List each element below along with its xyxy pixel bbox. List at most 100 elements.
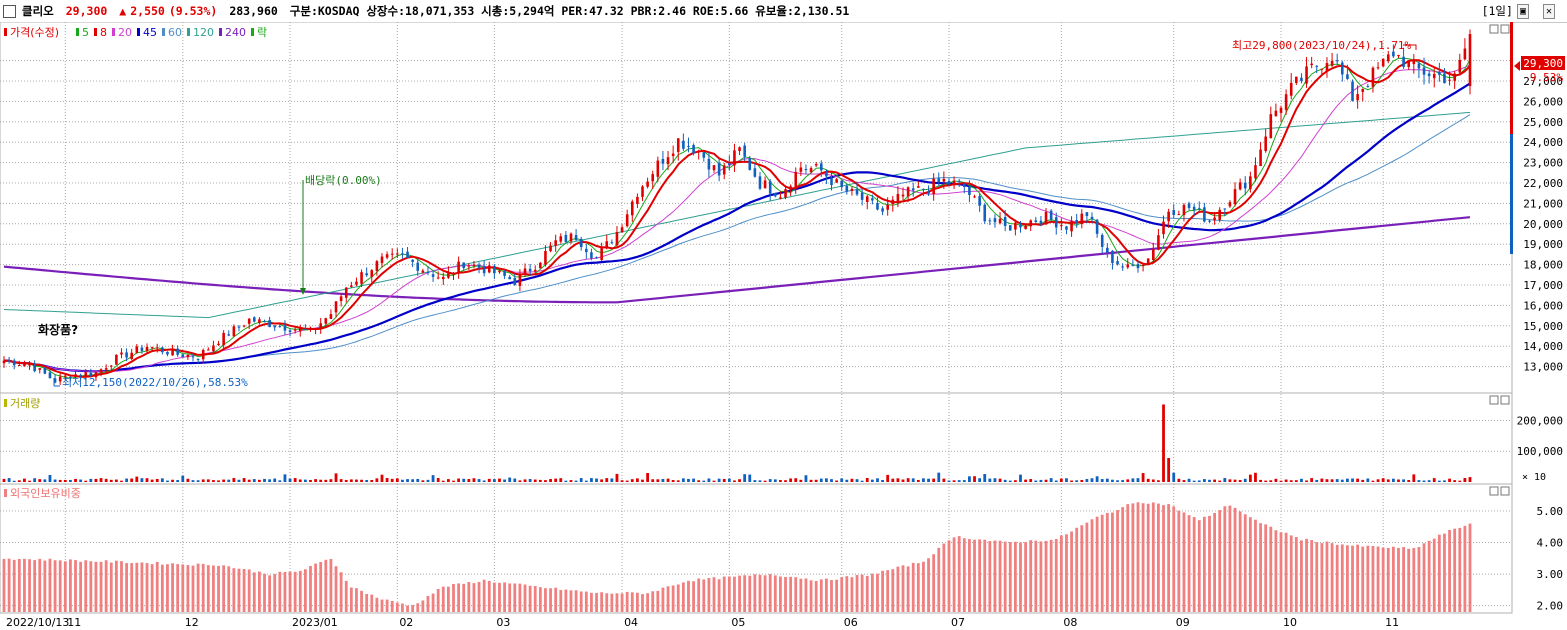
- volume-bar: [242, 478, 246, 482]
- foreign-bar: [196, 563, 200, 612]
- volume-bar: [855, 479, 859, 482]
- candle-body: [375, 261, 379, 271]
- candle-body: [983, 204, 987, 222]
- foreign-bar: [309, 565, 312, 612]
- volume-panel-close-icon[interactable]: [1500, 395, 1510, 405]
- foreign-bar: [375, 597, 379, 612]
- candle-body: [365, 273, 368, 276]
- volume-bar: [201, 479, 205, 482]
- foreign-bar: [1146, 503, 1150, 612]
- foreign-bar: [1029, 540, 1033, 612]
- candle-body: [1238, 182, 1242, 190]
- volume-bar: [916, 479, 920, 482]
- candle-body: [957, 180, 961, 182]
- foreign-bar: [1458, 527, 1462, 612]
- foreign-bar: [84, 560, 88, 612]
- candle-body: [120, 352, 123, 355]
- candle-body: [1019, 225, 1022, 228]
- ma240-line: [3, 216, 1471, 304]
- stock-chart[interactable]: 13,000 14,000 15,000 16,000 17,000 18,000 19,0…: [0, 22, 1567, 630]
- price-panel-restore-icon[interactable]: [1489, 24, 1499, 34]
- foreign-bar: [1044, 540, 1048, 612]
- stock-name[interactable]: 클리오: [22, 4, 54, 18]
- candle-body: [993, 218, 997, 223]
- foreign-bar: [957, 536, 961, 612]
- candle-body: [891, 199, 895, 205]
- candle-body: [1279, 107, 1283, 113]
- volume-bar: [753, 480, 757, 482]
- price-change: 2,550: [130, 4, 165, 18]
- candle-body: [615, 232, 619, 246]
- candle-body: [268, 320, 271, 328]
- foreign-bar: [722, 576, 726, 612]
- candle-body: [1152, 249, 1155, 260]
- candle-body: [1356, 94, 1359, 101]
- x-tick-label: 03: [496, 616, 510, 629]
- period-selector[interactable]: [1일]: [1481, 4, 1513, 18]
- foreign-panel-close-icon[interactable]: [1500, 486, 1510, 496]
- volume-bar: [625, 480, 629, 482]
- volume-bar: [457, 478, 461, 482]
- volume-bar: [482, 480, 486, 482]
- foreign-bar: [1361, 546, 1365, 612]
- x-tick-label: 09: [1176, 616, 1190, 629]
- foreign-bar: [697, 578, 701, 612]
- foreign-bar: [712, 577, 716, 612]
- candle-body: [1157, 235, 1160, 250]
- foreign-tick-label: 3.00: [1537, 568, 1564, 581]
- restore-icon[interactable]: ▣: [1516, 3, 1529, 19]
- foreign-bar: [109, 562, 113, 612]
- volume-bars: [2, 404, 1472, 482]
- candle-body: [12, 360, 16, 366]
- volume-bar: [845, 479, 849, 482]
- candle-body: [799, 167, 803, 172]
- select-checkbox[interactable]: [3, 4, 16, 18]
- candle-body: [498, 270, 501, 273]
- foreign-panel-restore-icon[interactable]: [1489, 486, 1499, 496]
- volume-bar: [881, 480, 884, 482]
- current-price-pointer-icon: [1514, 61, 1520, 71]
- price-panel-close-icon[interactable]: [1500, 24, 1510, 34]
- volume-bar: [176, 480, 180, 482]
- legend-marker: [94, 28, 97, 36]
- candle-body: [860, 192, 864, 200]
- volume-bar: [712, 480, 716, 482]
- foreign-bar: [1095, 516, 1099, 612]
- foreign-bar: [513, 583, 517, 612]
- foreign-bar: [1111, 512, 1114, 612]
- candle-body: [590, 252, 593, 259]
- foreign-bar: [978, 539, 982, 612]
- candle-body: [651, 174, 655, 182]
- close-icon[interactable]: ✕: [1542, 3, 1555, 19]
- candle-body: [1203, 207, 1206, 222]
- candle-body: [671, 153, 675, 157]
- foreign-bar: [1080, 525, 1084, 612]
- up-arrow-icon: ▲: [119, 4, 127, 18]
- volume-bar: [559, 478, 563, 482]
- foreign-bar: [773, 575, 777, 612]
- foreign-bar: [1463, 525, 1467, 612]
- foreign-bar: [1259, 523, 1262, 612]
- foreign-bar: [160, 564, 164, 612]
- foreign-bar: [416, 603, 420, 612]
- volume-bar: [784, 480, 787, 482]
- candle-body: [1136, 263, 1140, 269]
- foreign-bar: [283, 572, 287, 612]
- volume-bar: [160, 478, 164, 482]
- volume-bar: [1182, 480, 1186, 482]
- candle-body: [431, 274, 435, 277]
- candle-body: [263, 321, 266, 323]
- volume-bar: [334, 473, 338, 482]
- price-tick-label: 19,000: [1523, 238, 1563, 251]
- volume-panel-restore-icon[interactable]: [1489, 395, 1499, 405]
- candle-body: [350, 285, 353, 287]
- foreign-bar: [406, 605, 409, 612]
- legend-label: 5: [82, 26, 89, 39]
- price-tick-label: 16,000: [1523, 299, 1563, 312]
- volume-bar: [564, 480, 568, 482]
- foreign-bar: [845, 576, 849, 612]
- foreign-bar: [1432, 538, 1436, 612]
- candle-body: [712, 165, 716, 171]
- volume-bar: [1458, 480, 1462, 482]
- moving-average-lines: [3, 57, 1471, 379]
